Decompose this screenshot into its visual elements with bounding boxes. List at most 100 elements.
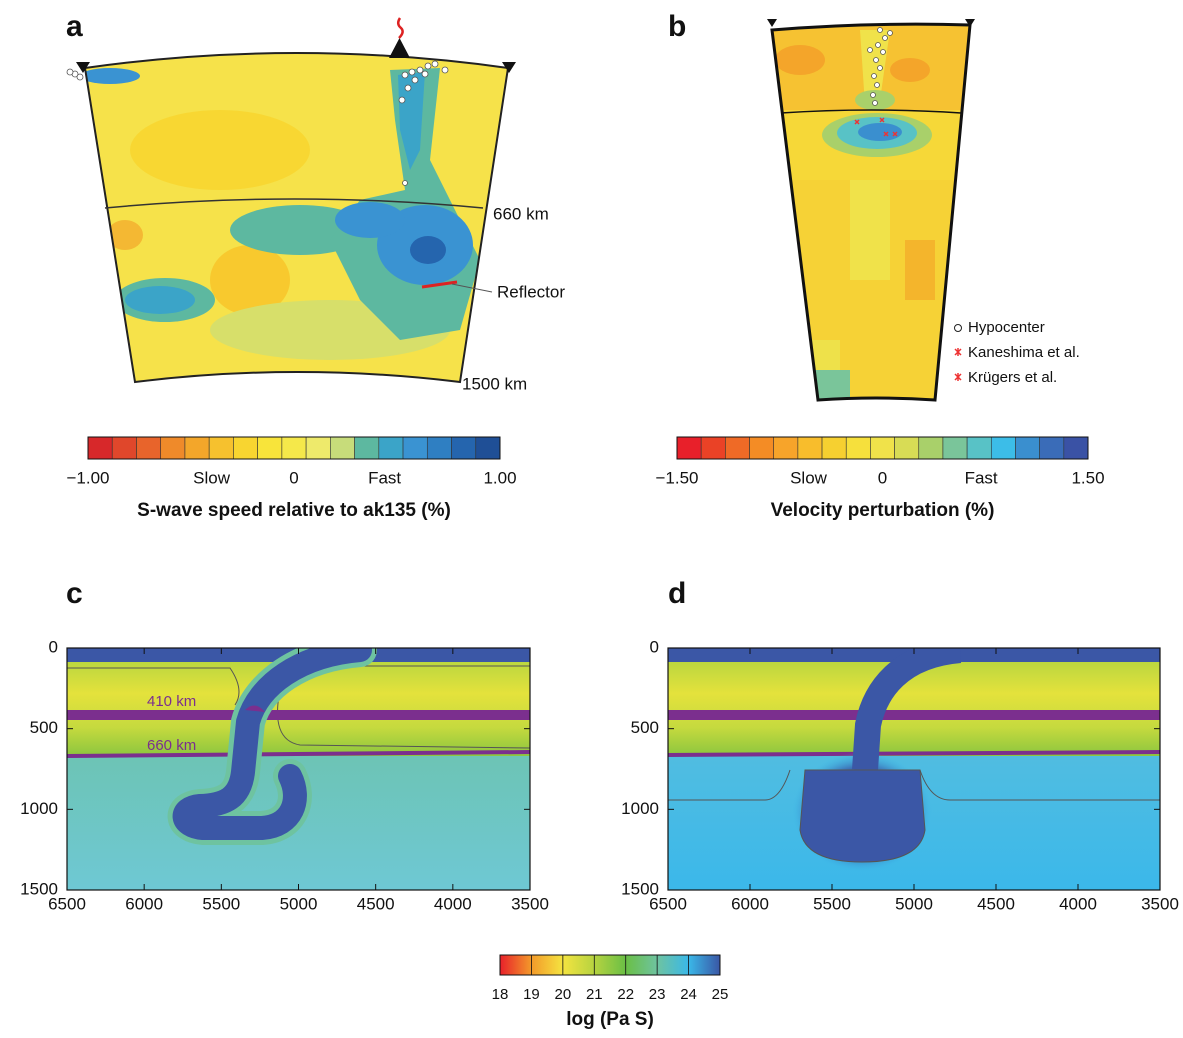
- colorbar-title: Velocity perturbation (%): [771, 500, 995, 521]
- colorbar-cell: [354, 436, 380, 460]
- colorbar-label: −1.00: [66, 468, 109, 487]
- colorbar-label: 24: [680, 986, 697, 1003]
- colorbar-label: 0: [878, 468, 887, 487]
- y-tick-label: 1500: [621, 879, 659, 898]
- colorbar-cell: [773, 436, 799, 460]
- hypocenters: [867, 27, 893, 106]
- colorbar-cell: [281, 436, 307, 460]
- reflector: [421, 280, 458, 289]
- x-tick-label: 4000: [434, 894, 472, 913]
- colorbar-cell: [451, 436, 477, 460]
- colorbar-cell: [676, 436, 702, 460]
- colorbar-cell: [562, 955, 595, 975]
- colorbar-label: 22: [617, 986, 634, 1003]
- colorbar-cell: [1039, 436, 1065, 460]
- colorbar-cell: [942, 436, 968, 460]
- depth-label: 660 km: [493, 204, 549, 223]
- colorbar-cell: [700, 436, 726, 460]
- colorbar-cell: [184, 436, 210, 460]
- colorbar-cell: [821, 436, 847, 460]
- viscosity-model-d: [668, 648, 1160, 890]
- discontinuity-660: [780, 109, 962, 114]
- y-tick-label: 500: [631, 718, 659, 737]
- colorbar-cell: [233, 436, 258, 460]
- legend-symbol: [954, 348, 962, 356]
- colorbar-label: Slow: [193, 468, 231, 487]
- colorbar-label: 18: [492, 986, 509, 1003]
- colorbar-label: 0: [289, 468, 298, 487]
- hypocenters: [66, 60, 449, 186]
- colorbar-cell: [749, 436, 775, 460]
- x-tick-label: 6500: [48, 894, 86, 913]
- colorbar-label: 1.50: [1071, 468, 1104, 487]
- colorbar-frame: [499, 954, 721, 976]
- tomography-a: [85, 53, 508, 382]
- x-tick-label: 6000: [125, 894, 163, 913]
- colorbar-label: 20: [555, 986, 572, 1003]
- colorbar-label: 25: [712, 986, 729, 1003]
- colorbar-label: Slow: [790, 468, 828, 487]
- colorbar-title: S-wave speed relative to ak135 (%): [137, 500, 451, 521]
- x-tick-label: 3500: [1141, 894, 1179, 913]
- y-tick-label: 1000: [621, 799, 659, 818]
- legend-label: Kaneshima et al.: [968, 344, 1080, 361]
- x-tick-label: 6000: [731, 894, 769, 913]
- annotation: 660 km: [147, 737, 196, 754]
- colorbar-cell: [378, 436, 404, 460]
- colorbar-cell: [330, 436, 355, 460]
- legend-label: Krügers et al.: [968, 369, 1057, 386]
- y-tick-label: 500: [30, 718, 58, 737]
- colorbar-cell: [111, 436, 137, 460]
- depth-label: 1500 km: [462, 374, 527, 393]
- colorbar-cell: [208, 436, 234, 460]
- x-tick-label: 3500: [511, 894, 549, 913]
- colorbar-cell: [1015, 436, 1040, 460]
- colorbar-label: 19: [523, 986, 540, 1003]
- panel-label: d: [668, 577, 686, 610]
- colorbar-cell: [657, 955, 689, 975]
- x-tick-label: 4500: [357, 894, 395, 913]
- colorbar-cell: [688, 955, 720, 975]
- colorbar-cell: [625, 955, 658, 975]
- annotation: Reflector: [497, 282, 565, 301]
- x-tick-label: 4000: [1059, 894, 1097, 913]
- colorbar-cell: [160, 436, 186, 460]
- colorbar-label: Fast: [368, 468, 401, 487]
- colorbar-cell: [402, 436, 428, 460]
- colorbar-cell: [990, 436, 1016, 460]
- y-tick-label: 1500: [20, 879, 58, 898]
- panel-label: b: [668, 10, 686, 43]
- colorbar-cell: [426, 436, 452, 460]
- colorbar-cell: [797, 436, 823, 460]
- colorbar-cell: [305, 436, 331, 460]
- colorbar-cell: [966, 436, 992, 460]
- colorbar-cell: [136, 436, 162, 460]
- colorbar-label: Fast: [965, 468, 998, 487]
- y-tick-label: 0: [650, 637, 659, 656]
- colorbar-label: 21: [586, 986, 603, 1003]
- annotation: 410 km: [147, 693, 196, 710]
- leader-line: [451, 283, 493, 293]
- tomography-b: [772, 24, 970, 400]
- colorbar-label: 23: [649, 986, 666, 1003]
- colorbar-cell: [500, 955, 532, 975]
- discontinuity-660: [104, 198, 484, 209]
- panel-label: a: [66, 10, 83, 43]
- y-tick-label: 1000: [20, 799, 58, 818]
- x-tick-label: 6500: [649, 894, 687, 913]
- colorbar-cell: [870, 436, 895, 460]
- colorbar-frame: [87, 436, 501, 460]
- colorbar-cell: [894, 436, 920, 460]
- event-markers: [854, 117, 898, 137]
- colorbar-label: 1.00: [483, 468, 516, 487]
- colorbar-cell: [1063, 436, 1089, 460]
- colorbar-cell: [594, 955, 626, 975]
- colorbar-cell: [918, 436, 944, 460]
- panel-label: c: [66, 577, 83, 610]
- colorbar-label: −1.50: [655, 468, 698, 487]
- colorbar-frame: [676, 436, 1089, 460]
- viscosity-model-c: [67, 648, 530, 890]
- x-tick-label: 5000: [280, 894, 318, 913]
- volcano-symbol: [397, 17, 404, 39]
- x-tick-label: 4500: [977, 894, 1015, 913]
